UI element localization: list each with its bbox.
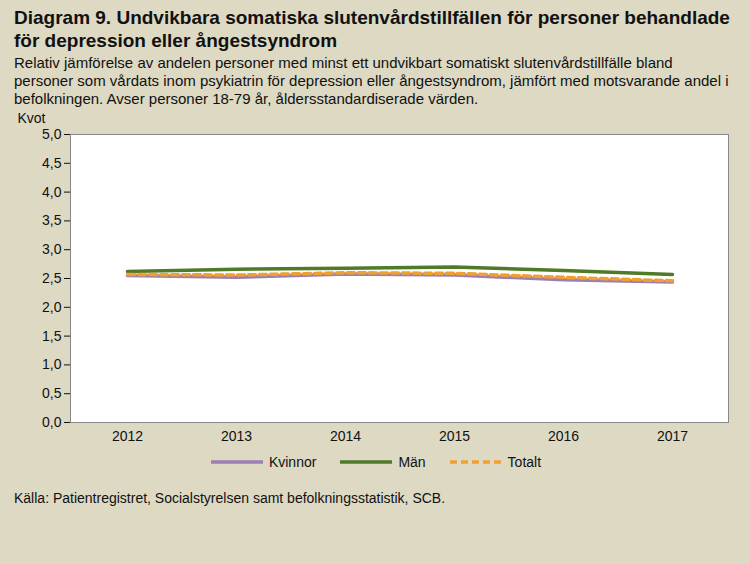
svg-text:1,0: 1,0 [42,356,62,372]
svg-text:2,5: 2,5 [42,270,62,286]
svg-text:4,0: 4,0 [42,184,62,200]
svg-text:4,5: 4,5 [42,155,62,171]
html-text:Relativ jämförelse av andelen: Relativ jämförelse av andelen personer m… [14,54,729,107]
html-text:Män: Män [398,454,426,470]
svg-text:2012: 2012 [112,428,143,444]
svg-text:0,5: 0,5 [42,385,62,401]
svg-text:2017: 2017 [657,428,688,444]
svg-text:Kvot: Kvot [18,110,46,126]
svg-text:5,0: 5,0 [42,126,62,142]
html-text:Diagram 9. Undvikbara somatisk: Diagram 9. Undvikbara somatiska slutenvå… [14,7,730,51]
svg-text:2014: 2014 [330,428,361,444]
html-text:Kvinnor: Kvinnor [268,454,317,470]
svg-text:3,5: 3,5 [42,212,62,228]
svg-text:2013: 2013 [221,428,252,444]
svg-text:2,0: 2,0 [42,299,62,315]
svg-text:1,5: 1,5 [42,328,62,344]
svg-text:2015: 2015 [439,428,470,444]
html-text:Totalt: Totalt [507,454,542,470]
svg-text:0,0: 0,0 [42,414,62,430]
svg-text:2016: 2016 [548,428,579,444]
svg-text:3,0: 3,0 [42,241,62,257]
html-text:Källa: Patientregistret, Socia: Källa: Patientregistret, Socialstyrelsen… [14,490,446,506]
